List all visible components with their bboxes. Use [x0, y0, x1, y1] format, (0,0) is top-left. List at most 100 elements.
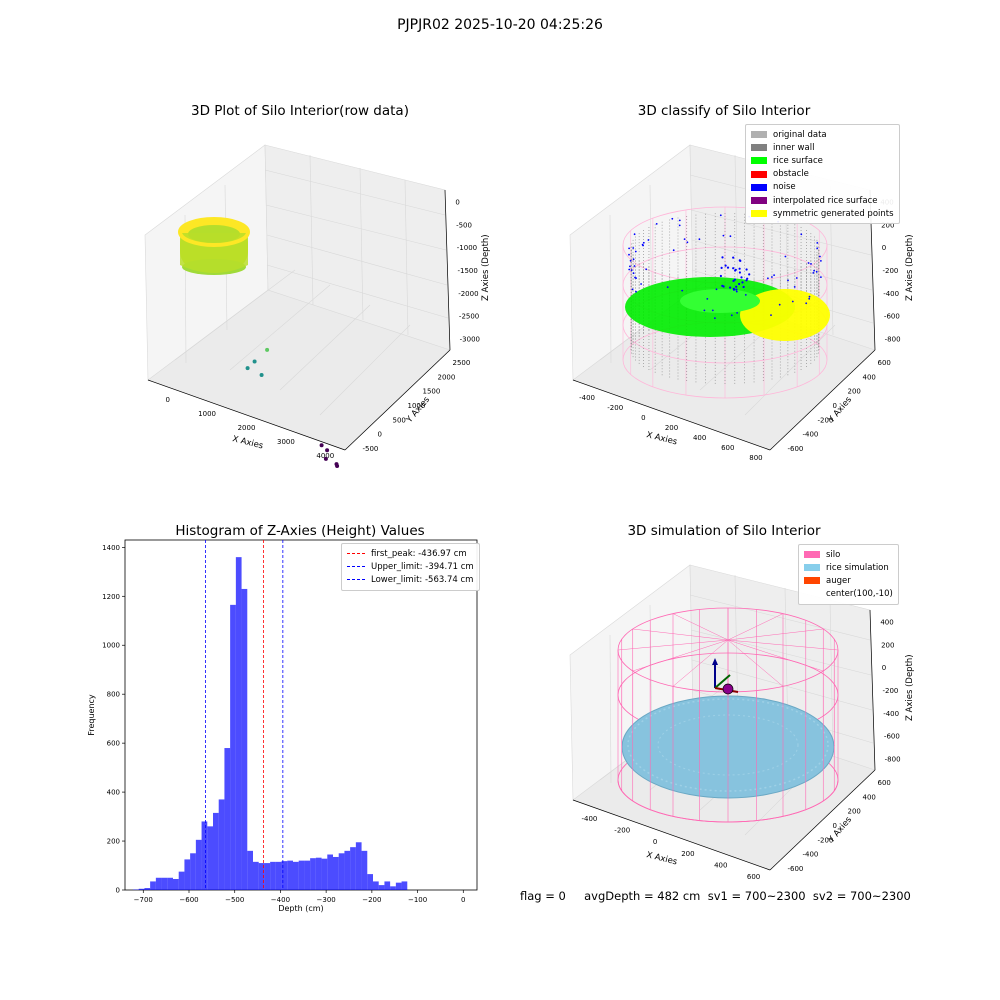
raw-x-tick-label: 1000 [198, 410, 216, 418]
raw-outlier-point [252, 359, 257, 364]
noise-point [767, 277, 769, 280]
histogram-bar [390, 886, 396, 890]
histogram-bar [304, 860, 311, 890]
noise-point [671, 217, 674, 220]
classify-z-tick-label: -800 [885, 336, 901, 344]
histogram-bar [367, 874, 373, 890]
noise-point [812, 272, 815, 274]
simulation-legend-swatch [804, 551, 820, 559]
histogram-bar [350, 847, 356, 890]
histogram-x-tick-label: −200 [362, 896, 381, 904]
noise-point [632, 272, 635, 275]
noise-point [642, 241, 645, 244]
simulation-x-tick-label: -200 [614, 827, 630, 835]
noise-point [729, 286, 732, 289]
noise-point [633, 265, 636, 267]
histogram-bar [293, 861, 299, 890]
classify-y-tick-label: 600 [878, 359, 891, 367]
simulation-legend-swatch [804, 577, 820, 585]
simulation-z-tick-label: -400 [883, 710, 899, 718]
noise-point [635, 290, 637, 293]
classify-legend-item: symmetric generated points [751, 207, 894, 220]
histogram-bar [338, 853, 345, 890]
raw-outlier-point [323, 456, 328, 461]
histogram-bar [264, 863, 271, 890]
classify-y-tick-label: -600 [788, 445, 804, 453]
noise-point [681, 289, 684, 292]
noise-point [735, 290, 738, 293]
histogram-bar [401, 881, 408, 890]
silo-base-front-arc [617, 779, 839, 823]
classify-z-label: Z Axies (Depth) [905, 234, 915, 301]
simulation-z-tick-label: -200 [883, 687, 899, 695]
noise-point [732, 267, 735, 270]
histogram-title: Histogram of Z-Axies (Height) Values [175, 523, 425, 539]
raw-y-label: Y Axies [404, 395, 432, 426]
histogram-bar [207, 826, 213, 890]
noise-point [719, 214, 722, 217]
histogram-bar [373, 881, 379, 890]
noise-point [720, 266, 723, 269]
classify-legend-swatch [751, 157, 767, 165]
raw-y-tick-label: -500 [363, 445, 379, 453]
histogram-bar [287, 860, 293, 890]
classify-y-tick-label: 200 [848, 388, 861, 396]
noise-point [733, 278, 736, 281]
raw-y-tick-label: 500 [393, 416, 406, 424]
histogram-legend-swatch [347, 566, 365, 568]
simulation-z-tick-label: 400 [880, 618, 893, 626]
histogram-legend-swatch [347, 553, 365, 555]
classify-y-tick-label: -400 [803, 431, 819, 439]
classify-x-tick-label: 200 [665, 424, 678, 432]
classify-legend-item: original data [751, 128, 894, 141]
noise-point [633, 233, 636, 236]
classify-y-tick-label: 400 [863, 373, 876, 381]
noise-point [628, 268, 631, 271]
raw-outlier-point [245, 366, 250, 371]
noise-point [748, 273, 751, 276]
raw-z-tick-label: -1000 [457, 244, 477, 252]
noise-point [732, 279, 735, 282]
histogram-x-tick-label: −600 [179, 896, 198, 904]
histogram-bar [184, 859, 191, 890]
histogram-bar [361, 850, 368, 890]
classify-legend-label: noise [773, 182, 796, 193]
depth-histogram: −700 −600 −500 −400 −300 −200 −100 0 0 200 400 600… [87, 539, 478, 913]
raw-y-tick-label: 2000 [438, 373, 456, 381]
histogram-bar [327, 854, 333, 890]
classify-legend-swatch [751, 170, 767, 178]
simulation-x-tick-label: 400 [714, 862, 727, 870]
silo-roof-spoke [727, 628, 824, 641]
noise-point [820, 276, 822, 278]
classify-legend-item: obstacle [751, 168, 894, 181]
histogram-bar [235, 557, 242, 890]
raw-x-tick-label: 2000 [238, 424, 256, 432]
silo-roof-spoke [672, 639, 729, 687]
simulation-legend-label: rice simulation [826, 562, 889, 573]
histogram-y-tick-label: 0 [116, 887, 120, 895]
histogram-x-tick-label: −700 [134, 896, 153, 904]
simulation-y-tick-label: 0 [833, 822, 837, 830]
classify-x-tick-label: 600 [721, 444, 734, 452]
simulation-y-tick-label: 200 [848, 808, 861, 816]
noise-point [735, 285, 738, 288]
classify-legend-swatch [751, 131, 767, 139]
histogram-bar [178, 871, 185, 890]
histogram-x-tick-label: −500 [225, 896, 244, 904]
classify-x-tick-label: -400 [579, 394, 595, 402]
histogram-bar [258, 863, 265, 890]
noise-point [730, 314, 733, 317]
classify-legend-label: inner wall [773, 142, 815, 153]
classify-legend-item: interpolated rice surface [751, 194, 894, 207]
raw-outlier-point [335, 464, 340, 468]
histogram-legend-item: Upper_limit: -394.71 cm [347, 560, 474, 573]
noise-point [703, 309, 706, 312]
noise-point [628, 253, 630, 256]
noise-point [732, 256, 735, 259]
silo-roof-spoke [727, 639, 784, 687]
classify-x-tick-label: -200 [607, 404, 623, 412]
noise-point [810, 263, 812, 265]
noise-point [629, 265, 631, 268]
histogram-bar [378, 885, 385, 890]
classify-y-tick-label: -200 [818, 416, 834, 424]
